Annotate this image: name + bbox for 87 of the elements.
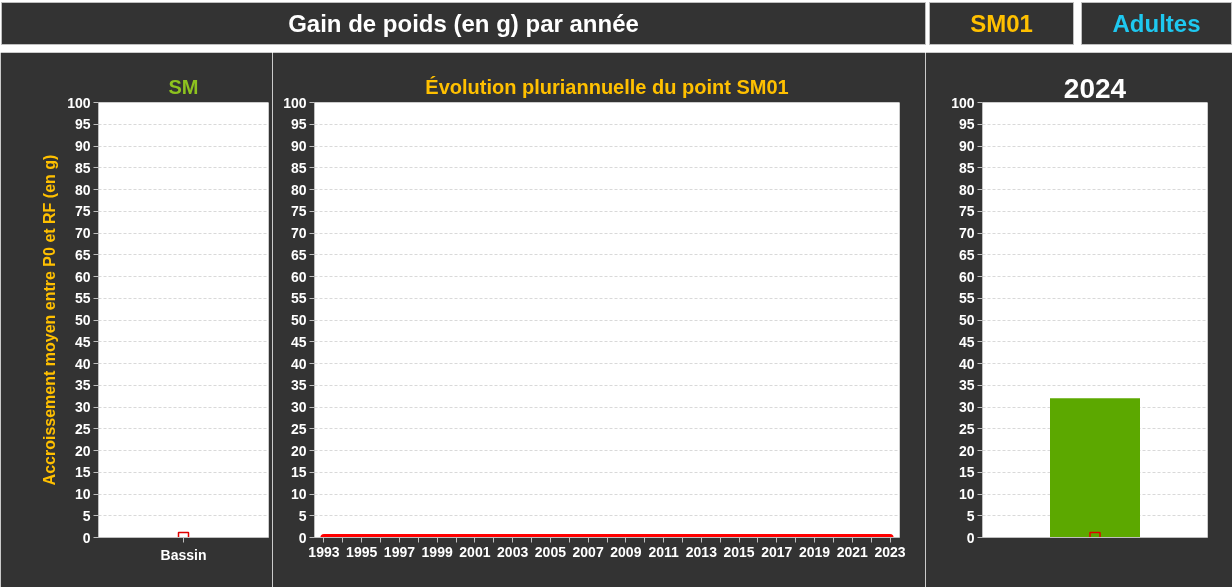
y-tick-label: 100	[67, 94, 91, 111]
y-tick-label: 55	[290, 290, 307, 307]
y-tick-label: 65	[290, 246, 307, 263]
y-tick-label: 40	[290, 355, 307, 372]
y-tick-label: 40	[74, 355, 91, 372]
x-tick-label: 1997	[383, 543, 416, 560]
y-tick-label: 25	[958, 420, 975, 437]
y-tick-label: 10	[958, 486, 975, 502]
y-tick-label: 65	[74, 246, 91, 263]
y-tick-label: 60	[74, 268, 91, 285]
x-tick-label: Bassin	[160, 546, 207, 563]
x-tick-label: 2007	[572, 543, 604, 560]
x-tick-label: 2021	[836, 543, 869, 560]
y-tick-label: 80	[290, 181, 307, 198]
y-tick-label: 30	[290, 399, 307, 415]
y-tick-label: 50	[958, 312, 975, 328]
y-tick-label: 75	[290, 203, 307, 220]
y-tick-label: 20	[958, 442, 975, 459]
x-tick-label: 1999	[421, 543, 453, 560]
y-tick-label: 80	[74, 181, 91, 198]
y-tick-label: 0	[298, 529, 307, 546]
y-tick-label: 20	[290, 442, 307, 459]
y-tick-label: 5	[966, 507, 975, 524]
x-tick-label: 2023	[874, 543, 906, 560]
chart-title: 2024	[1063, 72, 1127, 104]
y-tick-label: 15	[290, 464, 307, 481]
x-tick-label: 2013	[685, 543, 718, 560]
x-tick-label: 2017	[761, 543, 793, 560]
y-tick-label: 95	[290, 116, 307, 133]
y-tick-label: 45	[290, 333, 307, 350]
y-tick-label: 70	[958, 225, 975, 241]
y-tick-label: 5	[298, 507, 307, 524]
x-tick-label: 2015	[723, 543, 755, 560]
y-tick-label: 100	[951, 94, 975, 111]
y-tick-label: 85	[74, 159, 91, 176]
y-tick-label: 10	[74, 486, 91, 502]
y-tick-label: 90	[74, 138, 91, 154]
y-tick-label: 90	[290, 138, 307, 154]
y-tick-label: 15	[958, 464, 975, 481]
x-tick-label: 1995	[346, 543, 378, 560]
chart-title: Évolution pluriannuelle du point SM01	[425, 75, 789, 98]
x-tick-label: 2011	[648, 543, 680, 560]
text: Gain de poids (en g) par année	[288, 10, 639, 37]
x-tick-label: 2005	[534, 543, 567, 560]
chart-title: SM	[168, 75, 199, 98]
y-axis-title: Accroissement moyen entre P0 et RF (en g)	[41, 154, 59, 486]
y-tick-label: 45	[74, 333, 91, 350]
y-tick-label: 90	[958, 138, 975, 154]
text: Adultes	[1112, 10, 1201, 37]
x-tick-label: 2009	[610, 543, 642, 560]
y-tick-label: 80	[958, 181, 975, 198]
y-tick-label: 30	[958, 399, 975, 415]
y-tick-label: 35	[74, 377, 91, 394]
x-tick-label: 2003	[497, 543, 529, 560]
y-tick-label: 40	[958, 355, 975, 372]
y-tick-label: 0	[82, 529, 91, 546]
y-tick-label: 10	[290, 486, 307, 502]
y-tick-label: 60	[290, 268, 307, 285]
y-tick-label: 55	[958, 290, 975, 307]
y-tick-label: 50	[74, 312, 91, 328]
y-tick-label: 25	[290, 420, 307, 437]
y-tick-label: 15	[74, 464, 91, 481]
y-tick-label: 70	[290, 225, 307, 241]
y-tick-label: 100	[283, 94, 307, 111]
y-tick-label: 35	[958, 377, 975, 394]
y-tick-label: 60	[958, 268, 975, 285]
y-tick-label: 85	[290, 159, 307, 176]
x-tick-label: 2001	[459, 543, 491, 560]
y-tick-label: 45	[958, 333, 975, 350]
x-tick-label: 2019	[799, 543, 831, 560]
y-tick-label: 0	[966, 529, 975, 546]
y-tick-label: 20	[74, 442, 91, 459]
x-tick-label: 1993	[308, 543, 340, 560]
text: SM01	[970, 10, 1033, 37]
y-tick-label: 35	[290, 377, 307, 394]
y-tick-label: 55	[74, 290, 91, 307]
y-tick-label: 75	[74, 203, 91, 220]
y-tick-label: 65	[958, 246, 975, 263]
y-tick-label: 95	[958, 116, 975, 133]
y-tick-label: 70	[74, 225, 91, 241]
y-tick-label: 50	[290, 312, 307, 328]
y-tick-label: 75	[958, 203, 975, 220]
y-tick-label: 5	[82, 507, 91, 524]
y-tick-label: 85	[958, 159, 975, 176]
y-tick-label: 30	[74, 399, 91, 415]
y-tick-label: 25	[74, 420, 91, 437]
y-tick-label: 95	[74, 116, 91, 133]
